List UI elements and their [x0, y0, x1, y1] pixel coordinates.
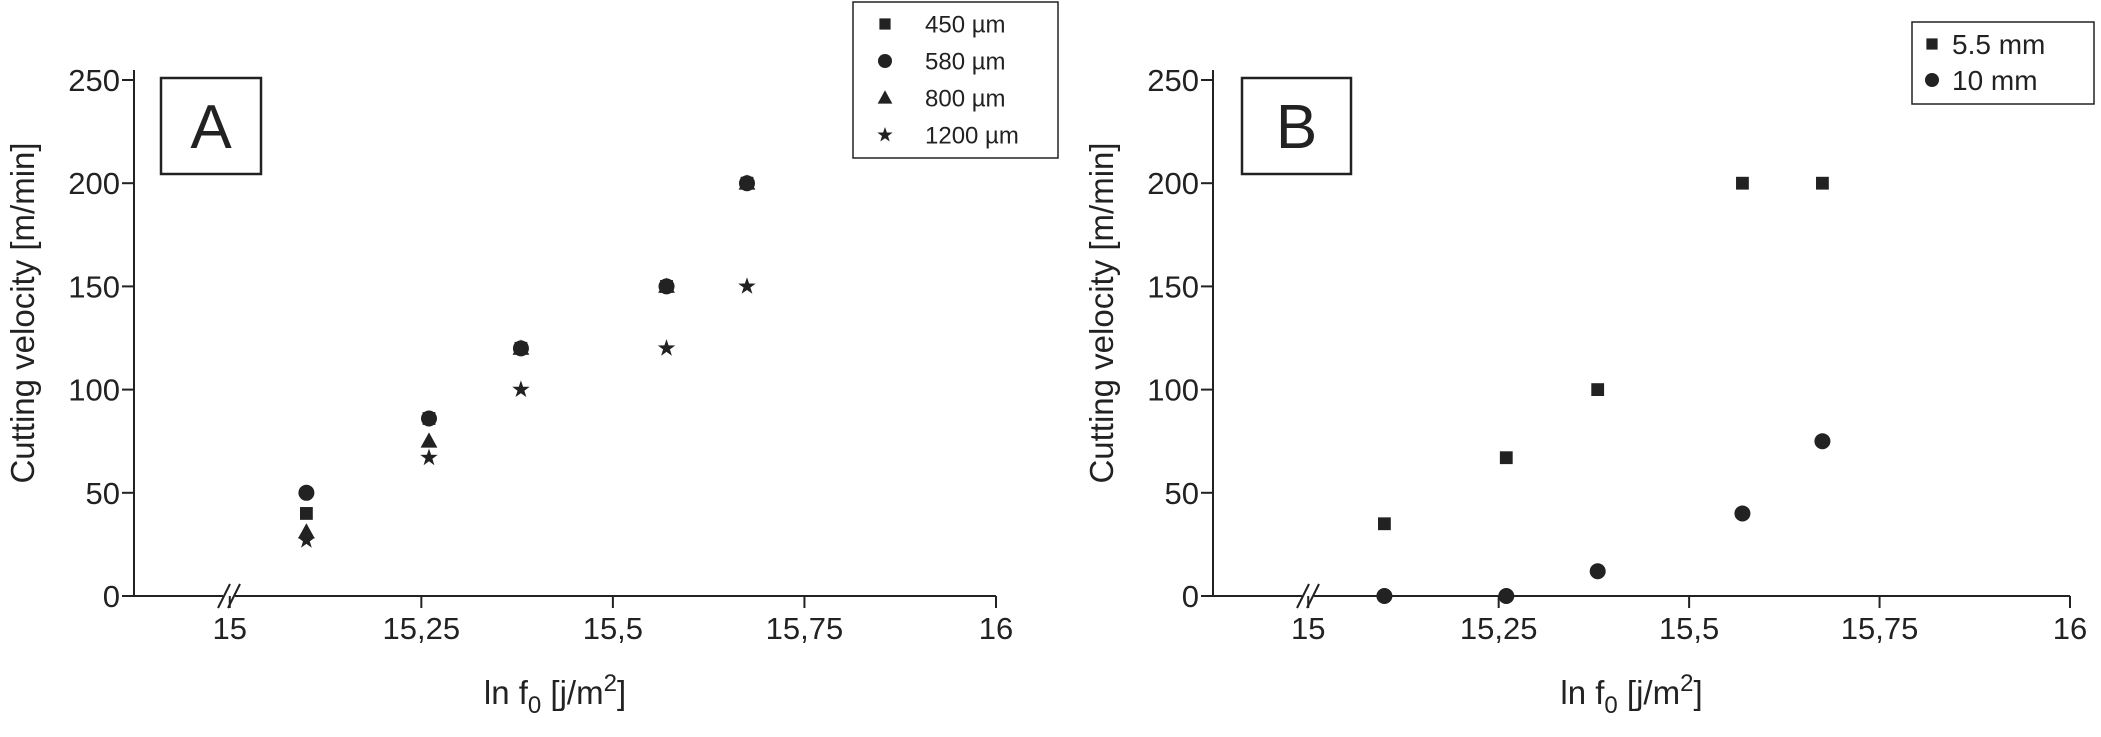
- marker: [1736, 176, 1749, 190]
- x-tick-label: 15: [213, 611, 247, 646]
- marker: [738, 277, 756, 294]
- y-tick-label: 150: [68, 269, 120, 304]
- legend-marker: [877, 90, 893, 104]
- x-tick-label: 15,5: [583, 611, 643, 646]
- x-tick-label: 15,75: [1841, 611, 1919, 646]
- y-tick-label: 100: [1147, 373, 1199, 408]
- y-tick-label: 250: [1147, 63, 1199, 98]
- legend-marker: [878, 54, 892, 68]
- marker: [1734, 505, 1751, 522]
- x-tick-label: 15: [1291, 611, 1325, 646]
- y-tick-label: 0: [103, 579, 120, 614]
- x-tick-label: 16: [979, 611, 1013, 646]
- y-axis-label: Cutting velocity [m/min]: [4, 142, 41, 483]
- legend-label: 800 µm: [925, 86, 1006, 113]
- legend-label: 450 µm: [925, 12, 1006, 39]
- legend-marker: [877, 127, 893, 142]
- panel-label: B: [1276, 93, 1317, 162]
- marker: [1499, 451, 1513, 465]
- y-tick-label: 200: [68, 166, 120, 201]
- marker: [1591, 383, 1605, 396]
- panel-label-box: [159, 76, 263, 176]
- y-tick-label: 150: [1147, 269, 1199, 304]
- legend-label: 10 mm: [1952, 65, 2038, 96]
- axis-break: [217, 583, 231, 609]
- marker: [420, 432, 438, 448]
- y-tick-label: 50: [1165, 476, 1199, 511]
- y-tick-label: 100: [68, 373, 120, 408]
- marker: [1498, 588, 1515, 604]
- marker: [658, 277, 675, 293]
- y-axis-label: Cutting velocity [m/min]: [1083, 142, 1120, 483]
- x-tick-label: 15,75: [766, 611, 844, 646]
- legend-label: 580 µm: [925, 49, 1006, 76]
- x-axis-label: ln f0 [j/m2]: [484, 670, 626, 719]
- legend-box: [1911, 21, 2095, 105]
- marker: [657, 339, 676, 356]
- x-axis-label-part: [j/m: [1618, 674, 1680, 711]
- x-axis-label-part: [j/m: [541, 674, 603, 711]
- marker: [1378, 517, 1391, 531]
- x-axis-label-sub: 0: [528, 692, 541, 719]
- marker: [1589, 563, 1606, 580]
- y-tick-label: 200: [1147, 166, 1199, 201]
- legend-label: 5.5 mm: [1952, 29, 2045, 60]
- marker: [420, 448, 438, 466]
- marker: [512, 339, 530, 355]
- legend-marker: [1926, 38, 1938, 50]
- legend-label: 1200 µm: [925, 123, 1019, 150]
- marker: [1816, 176, 1829, 190]
- x-axis-label-part: ]: [1693, 674, 1702, 711]
- marker: [1814, 433, 1831, 450]
- x-axis-label-sup: 2: [604, 670, 617, 697]
- marker: [420, 410, 437, 427]
- x-axis-label-part: ]: [617, 674, 626, 711]
- y-tick-label: 250: [68, 63, 120, 98]
- marker: [738, 174, 756, 190]
- x-tick-label: 16: [2053, 611, 2087, 646]
- x-axis-label-part: ln f: [484, 674, 529, 711]
- marker: [512, 380, 530, 397]
- x-tick-label: 15,25: [1460, 611, 1538, 646]
- legend-marker: [1925, 73, 1939, 87]
- marker: [297, 531, 316, 548]
- panel-label: A: [190, 93, 232, 162]
- legend-marker: [879, 18, 891, 30]
- y-tick-label: 50: [86, 476, 120, 511]
- marker: [1376, 588, 1393, 604]
- axis-break: [1296, 583, 1310, 609]
- y-tick-label: 0: [1182, 579, 1199, 614]
- x-axis-label: ln f0 [j/m2]: [1560, 670, 1702, 719]
- x-tick-label: 15,25: [383, 611, 461, 646]
- marker: [298, 484, 315, 501]
- x-axis-label-part: ln f: [1560, 674, 1605, 711]
- x-axis-label-sup: 2: [1680, 670, 1693, 697]
- x-tick-label: 15,5: [1659, 611, 1719, 646]
- marker: [300, 507, 313, 520]
- panel-label-box: [1240, 76, 1353, 176]
- marker: [298, 523, 315, 539]
- x-axis-label-sub: 0: [1604, 692, 1617, 719]
